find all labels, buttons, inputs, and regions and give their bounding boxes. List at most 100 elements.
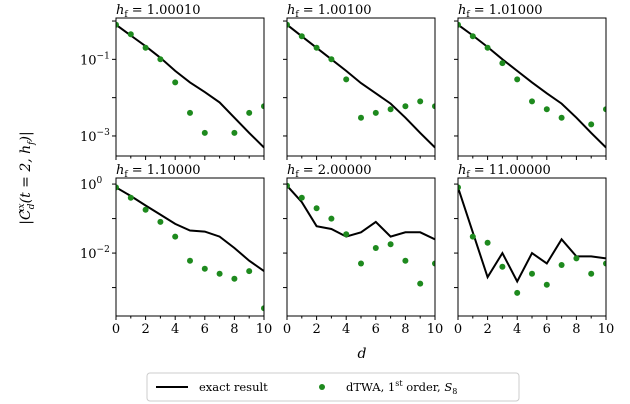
legend-line-label: exact result (199, 380, 268, 394)
exact-result-line (458, 23, 606, 149)
panel-frame (286, 177, 436, 317)
x-tick-label: 10 (427, 322, 444, 337)
dtwa-point (514, 76, 521, 83)
dtwa-point (417, 280, 424, 287)
panel-5: hf = 2.00000 0 2 4 6 8 10 (283, 163, 443, 337)
dtwa-point (469, 233, 476, 240)
panel-title: hf = 1.00100 (287, 3, 372, 20)
dtwa-point (372, 245, 379, 251)
dtwa-point (261, 305, 264, 312)
dtwa-point (287, 21, 290, 28)
panel-2: hf = 1.00100 (283, 3, 436, 160)
dtwa-point (187, 109, 193, 116)
dtwa-point (298, 194, 305, 201)
panel-title: hf = 1.01000 (458, 3, 543, 20)
dtwa-point (372, 109, 379, 116)
x-tick-label: 8 (401, 322, 409, 337)
dtwa-point (298, 33, 305, 40)
exact-result-line (287, 23, 435, 149)
dtwa-point (231, 275, 238, 282)
panel-title: hf = 2.00000 (287, 163, 372, 180)
dtwa-point (402, 103, 409, 110)
dtwa-point (529, 98, 535, 105)
dtwa-point (432, 260, 435, 267)
dtwa-point (358, 114, 364, 121)
dtwa-point (484, 44, 491, 51)
dtwa-point (499, 263, 506, 270)
x-tick-label: 4 (342, 322, 350, 337)
dtwa-point (558, 262, 565, 268)
dtwa-point (484, 239, 491, 246)
y-tick-label: 10−3 (80, 128, 110, 145)
y-tick-label: 100 (80, 176, 103, 193)
exact-result-line (116, 186, 264, 272)
panel-frame (115, 17, 265, 157)
legend: exact result dTWA, 1st order, S8 (146, 372, 520, 402)
dtwa-point (157, 56, 164, 63)
x-tick-label: 8 (230, 322, 238, 337)
dtwa-point (116, 184, 119, 191)
panel-title: hf = 11.00000 (458, 163, 551, 180)
legend-frame (146, 372, 520, 402)
panel-title: hf = 1.00010 (116, 3, 201, 20)
panel-frame (115, 177, 265, 317)
dtwa-point (142, 206, 149, 213)
dtwa-point (543, 106, 550, 113)
dtwa-point (313, 44, 320, 51)
x-tick-label: 0 (454, 322, 462, 337)
dtwa-point (201, 265, 208, 272)
dtwa-point (588, 270, 595, 277)
dtwa-point (499, 60, 506, 67)
exact-result-line (458, 187, 606, 284)
x-axis-label: d (358, 346, 367, 362)
dtwa-point (287, 182, 290, 189)
x-tick-label: 0 (112, 322, 120, 337)
dtwa-point (343, 76, 350, 83)
dtwa-point (417, 98, 424, 105)
panel-1: hf = 1.00010 10−1 10−3 (80, 3, 265, 160)
x-tick-label: 4 (513, 322, 521, 337)
dtwa-point (328, 56, 335, 63)
dtwa-point (261, 103, 264, 110)
x-tick-label: 2 (141, 322, 149, 337)
panel-frame (286, 17, 436, 157)
y-axis-label: |Cdxx(t = 2, hf)| (17, 131, 37, 224)
x-tick-label: 2 (483, 322, 491, 337)
dtwa-point (458, 184, 461, 191)
dtwa-point (157, 218, 164, 225)
dtwa-point (514, 289, 521, 296)
x-tick-label: 8 (572, 322, 580, 337)
dtwa-point (573, 255, 580, 262)
panel-title: hf = 1.10000 (116, 163, 201, 180)
x-tick-label: 6 (372, 322, 380, 337)
legend-points-label: dTWA, 1st order, S8 (346, 379, 457, 396)
dtwa-point (543, 281, 550, 288)
dtwa-point (127, 31, 134, 38)
dtwa-point (172, 233, 179, 240)
dtwa-point (142, 44, 149, 51)
x-tick-label: 10 (598, 322, 615, 337)
panel-3: hf = 1.01000 (454, 3, 607, 174)
dtwa-point (573, 168, 579, 174)
panel-6: hf = 11.00000 0 2 4 6 8 10 (454, 163, 614, 337)
panels-group: hf = 1.00010 10−1 10−3 hf = 1.00100 hf = 1.0100… (80, 3, 614, 337)
dtwa-point (172, 79, 179, 86)
x-tick-label: 10 (256, 322, 273, 337)
exact-result-line (287, 185, 435, 241)
panel-frame (457, 177, 607, 317)
dtwa-point (603, 260, 606, 267)
dtwa-point (358, 260, 364, 267)
panel-4: hf = 1.10000 0 2 4 6 8 10 100 10−2 (80, 163, 272, 337)
x-tick-label: 6 (543, 322, 551, 337)
dtwa-point (328, 215, 335, 222)
dtwa-point (469, 33, 476, 40)
dtwa-point (116, 21, 119, 28)
dtwa-point (529, 270, 535, 277)
dtwa-point (313, 205, 320, 212)
dtwa-point (387, 241, 394, 248)
dtwa-point (187, 257, 193, 264)
y-tick-label: 10−2 (80, 245, 110, 262)
exact-result-line (116, 23, 264, 149)
x-tick-label: 2 (312, 322, 320, 337)
